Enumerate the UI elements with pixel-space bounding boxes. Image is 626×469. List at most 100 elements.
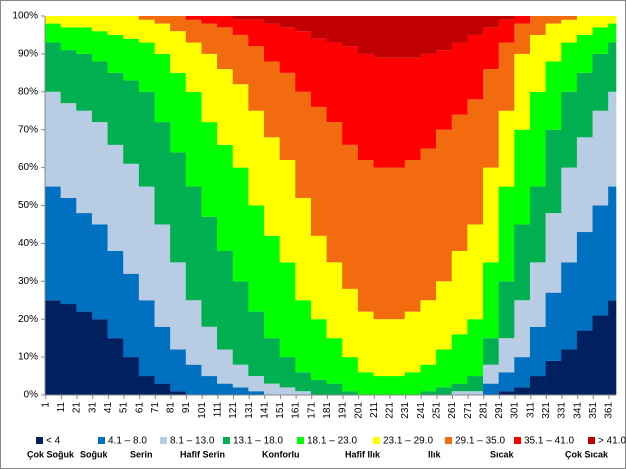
x-tick-label: 171 <box>306 402 317 419</box>
bar-segment <box>138 376 155 395</box>
bar-segment <box>170 16 187 32</box>
bar-segment <box>123 16 140 39</box>
bar-segment <box>154 16 171 24</box>
bar-segment <box>45 91 61 187</box>
bar-segment <box>436 129 453 282</box>
bar-segment <box>123 163 140 274</box>
bar-segment <box>483 16 499 28</box>
bar-segment <box>326 383 343 395</box>
legend-description: Serin <box>130 449 153 459</box>
bar-segment <box>514 300 531 358</box>
bar-segment <box>498 391 515 395</box>
bar-segment <box>561 167 578 263</box>
bar-segment <box>514 23 531 54</box>
bar-segment <box>326 122 343 263</box>
bar-segment <box>310 38 327 107</box>
bar-segment <box>201 216 218 327</box>
bar-segment <box>295 197 312 301</box>
y-tick-label: 80% <box>18 86 38 97</box>
bar-segment <box>389 167 406 320</box>
bar-segment <box>185 364 202 395</box>
bar-segment <box>217 69 234 145</box>
bar-segment <box>467 319 484 377</box>
bar-segment <box>264 235 280 339</box>
bar-segment <box>154 122 171 225</box>
bar-segment <box>561 349 578 395</box>
bar-segment <box>248 110 265 206</box>
legend-label: 8.1 – 13.0 <box>170 436 215 447</box>
bar-segment <box>170 152 187 263</box>
bar-segment <box>342 16 359 47</box>
bar-segment <box>451 391 468 395</box>
bar-segment <box>295 300 312 373</box>
bar-segment <box>420 364 437 392</box>
bar-segment <box>373 319 390 377</box>
bar-segment <box>248 391 265 395</box>
bar-segment <box>45 23 61 43</box>
legend-description: Konforlu <box>262 449 300 459</box>
legend-swatch <box>98 437 105 444</box>
bar-segment <box>404 160 421 312</box>
bar-segment <box>357 311 374 373</box>
bar-segment <box>185 91 202 187</box>
bar-segment <box>498 16 515 20</box>
bar-segment <box>529 326 546 377</box>
bar-segment <box>373 16 390 58</box>
legend-label: > 41.0 <box>598 436 626 447</box>
bar-segment <box>45 16 61 24</box>
bar-segment <box>91 122 108 225</box>
bar-segment <box>467 391 484 395</box>
bar-segment <box>60 304 77 395</box>
bar-segment <box>420 391 437 395</box>
bar-segment <box>451 16 468 43</box>
bar-segment <box>357 16 374 54</box>
bar-segment <box>91 319 108 395</box>
bar-segment <box>467 376 484 392</box>
x-tick-label: 71 <box>150 402 161 414</box>
y-tick-label: 10% <box>18 352 38 363</box>
bar-segment <box>138 19 155 43</box>
y-tick-label: 70% <box>18 124 38 135</box>
bar-segment <box>154 326 171 384</box>
bar-segment <box>389 376 406 395</box>
bar-segment <box>326 338 343 384</box>
x-tick-label: 131 <box>244 402 255 419</box>
bar-segment <box>232 364 249 388</box>
bar-segment <box>264 338 280 384</box>
bar-segment <box>279 262 296 358</box>
x-tick-label: 191 <box>338 402 349 419</box>
x-tick-label: 81 <box>166 402 177 414</box>
bar-segment <box>217 383 234 395</box>
bar-segment <box>608 91 617 187</box>
bar-segment <box>45 42 61 92</box>
bar-segment <box>467 16 484 35</box>
bar-segment <box>451 114 468 251</box>
x-tick-label: 21 <box>72 402 83 414</box>
bar-segment <box>91 16 108 32</box>
bar-segment <box>514 16 531 24</box>
x-tick-label: 321 <box>541 402 552 419</box>
bar-segment <box>404 311 421 373</box>
y-tick-label: 40% <box>18 238 38 249</box>
bar-segment <box>529 91 546 187</box>
bar-segment <box>201 53 218 123</box>
bar-segment <box>514 387 531 395</box>
bar-segment <box>76 27 93 54</box>
x-tick-label: 1 <box>40 402 51 408</box>
bar-segment <box>342 357 359 392</box>
bar-segment <box>295 372 312 392</box>
bar-segment <box>404 16 421 58</box>
x-tick-label: 151 <box>275 402 286 419</box>
bar-segment <box>420 53 437 149</box>
x-tick-label: 161 <box>291 402 302 419</box>
bar-segment <box>483 383 499 395</box>
bar-segment <box>514 129 531 225</box>
bar-segment <box>217 16 234 28</box>
bar-segment <box>342 288 359 358</box>
bar-segment <box>326 42 343 123</box>
bar-segment <box>576 137 593 233</box>
legend-label: 13.1 – 18.0 <box>233 436 283 447</box>
bar-segment <box>123 357 140 395</box>
bar-segment <box>576 330 593 395</box>
x-tick-label: 291 <box>494 402 505 419</box>
